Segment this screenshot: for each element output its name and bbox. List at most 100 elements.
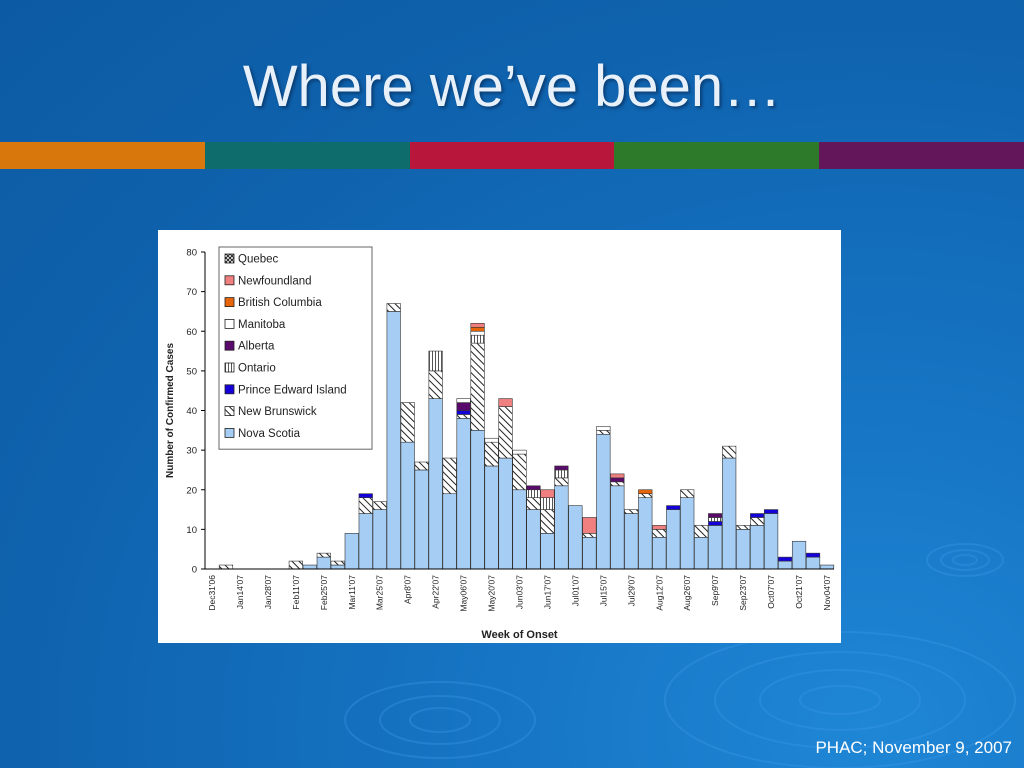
bar-segment-new-brunswick [386, 303, 401, 312]
x-tick-label: Mar11'07 [347, 575, 357, 610]
x-tick-label: Oct07'07 [766, 575, 776, 609]
x-tick-label: Jun17'07 [542, 575, 552, 610]
bar-segment-nova-scotia [791, 540, 807, 570]
x-tick-label: May20'07 [487, 575, 497, 612]
legend-label: Prince Edward Island [238, 384, 347, 396]
bar-segment-nova-scotia [540, 533, 555, 570]
bar-segment-prince-edward-island [456, 410, 471, 415]
bar-segment-nova-scotia [582, 536, 597, 570]
legend-box [218, 246, 373, 450]
x-tick-label: Sep23'07 [738, 575, 748, 611]
bar-segment-nova-scotia [554, 485, 569, 570]
bar-segment-new-brunswick [596, 430, 611, 435]
color-band-segment [410, 142, 614, 169]
bar-segment-new-brunswick [400, 402, 415, 443]
bar-segment-new-brunswick [456, 414, 471, 419]
bar-segment-new-brunswick [358, 497, 373, 514]
bar-segment-nova-scotia [568, 505, 583, 570]
bar-segment-alberta [708, 513, 723, 518]
x-tick-label: Apr22'07 [431, 575, 441, 609]
bar-segment-nova-scotia [694, 536, 709, 570]
bar-segment-newfoundland [652, 525, 667, 530]
bar-segment-new-brunswick [512, 453, 527, 491]
legend-swatch [224, 319, 235, 329]
bar-segment-nova-scotia [456, 418, 471, 570]
bar-segment-new-brunswick [414, 461, 429, 471]
bar-segment-nova-scotia [442, 493, 457, 570]
color-band-segment [0, 142, 205, 169]
bar-segment-nova-scotia [358, 513, 373, 570]
bar-segment-alberta [610, 477, 625, 483]
y-tick-label: 60 [186, 327, 197, 338]
bar-segment-nova-scotia [750, 525, 765, 570]
legend-swatch [224, 427, 235, 438]
legend-swatch [224, 275, 235, 286]
legend-swatch [224, 406, 235, 417]
bar-segment-nova-scotia [805, 556, 821, 570]
x-tick-label: Mar25'07 [375, 575, 385, 610]
y-tick-label: 80 [186, 248, 197, 259]
bar-segment-nova-scotia [708, 525, 723, 570]
bar-segment-new-brunswick [540, 509, 555, 534]
bar-segment-newfoundland [610, 473, 625, 479]
y-tick-label: 50 [186, 366, 197, 377]
bar-segment-nova-scotia [680, 497, 695, 570]
bar-segment-new-brunswick [428, 370, 443, 399]
bar-segment-new-brunswick [498, 406, 513, 459]
bar-segment-manitoba [456, 398, 471, 403]
bar-segment-manitoba [512, 449, 527, 455]
bar-segment-nova-scotia [484, 465, 499, 570]
bar-segment-nova-scotia [330, 564, 345, 570]
bar-segment-new-brunswick [680, 489, 695, 498]
bar-segment-nova-scotia [498, 457, 513, 570]
bar-segment-nova-scotia [316, 556, 331, 570]
bar-segment-new-brunswick [582, 533, 597, 538]
bar-segment-new-brunswick [694, 525, 709, 538]
x-tick-label: Jul29'07 [626, 575, 636, 607]
x-tick-label: Oct21'07 [794, 575, 804, 609]
bar-segment-new-brunswick [330, 560, 345, 566]
y-tick-label: 0 [192, 565, 197, 576]
bar-segment-nova-scotia [624, 513, 639, 570]
bar-segment-nova-scotia [596, 433, 611, 570]
bar-segment-nova-scotia [386, 311, 401, 570]
slide-title: Where we’ve been… [242, 54, 782, 119]
bar-segment-new-brunswick [722, 445, 737, 459]
bar-segment-nova-scotia [819, 564, 835, 570]
bar-segment-nova-scotia [736, 529, 751, 570]
legend-label: New Brunswick [238, 406, 317, 418]
y-axis-title: Number of Confirmed Cases [165, 343, 176, 478]
bar-segment-new-brunswick [316, 552, 331, 558]
bar-segment-nova-scotia [400, 441, 415, 570]
x-tick-label: Feb25'07 [319, 575, 329, 610]
y-tick-label: 30 [186, 446, 197, 457]
x-tick-label: Dec31'06 [207, 575, 217, 611]
legend-swatch [224, 253, 235, 264]
x-tick-label: Aug26'07 [682, 575, 692, 611]
bar-segment-nova-scotia [512, 489, 527, 570]
bar-segment-nova-scotia [666, 509, 681, 570]
bar-segment-prince-edward-island [777, 556, 793, 562]
stacked-bar-chart: 0 10 20 30 40 50 60 70 80 Dec31'06 Jan14'07 Jan28'0… [165, 246, 835, 641]
bar-segment-british-columbia [638, 489, 653, 495]
color-band-segment [205, 142, 410, 169]
x-tick-label: Apr8'07 [403, 575, 413, 604]
bar-segment-newfoundland [498, 398, 513, 407]
x-tick-label: Jan28'07 [263, 575, 273, 610]
bar-segment-manitoba [484, 437, 499, 443]
legend-label: Alberta [238, 341, 275, 353]
x-tick-label: Jul01'07 [570, 575, 580, 607]
x-tick-label: Jun03'07 [515, 575, 525, 610]
bar-segment-new-brunswick [218, 564, 234, 570]
x-tick-label: Aug12'07 [654, 575, 664, 611]
legend-label: Manitoba [238, 319, 286, 331]
bar-segment-ontario [428, 350, 443, 372]
bar-segment-ontario [470, 334, 485, 344]
bar-segment-ontario [526, 489, 541, 498]
bar-segment-nova-scotia [344, 533, 359, 570]
bar-segment-nova-scotia [638, 497, 653, 570]
bar-segment-alberta [456, 402, 471, 411]
bar-segment-new-brunswick [750, 517, 765, 526]
legend-swatch [224, 384, 235, 395]
bar-segment-nova-scotia [470, 430, 485, 570]
